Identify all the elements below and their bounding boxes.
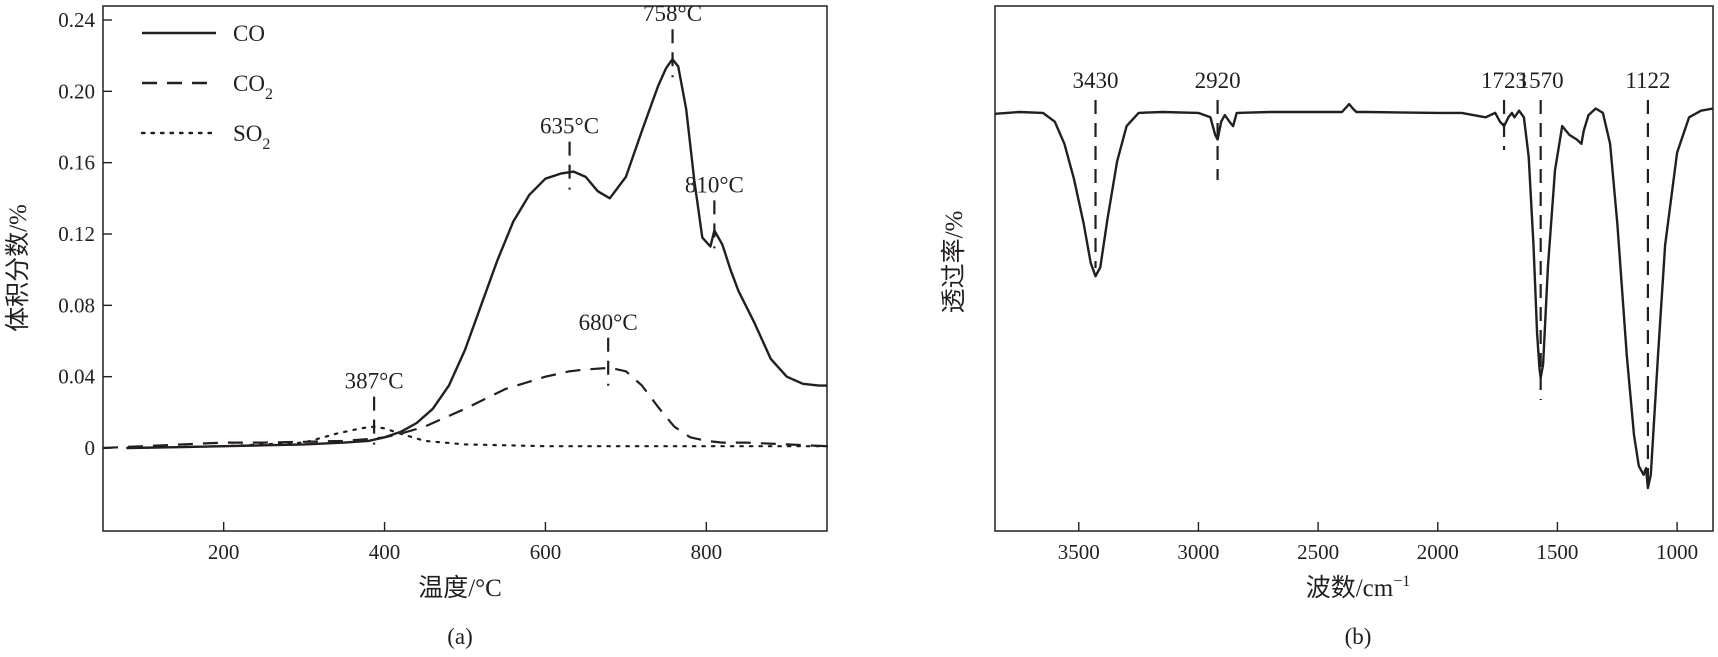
annotation-label-b: 2920	[1195, 68, 1241, 93]
x-tick-label-b: 3500	[1058, 540, 1100, 564]
x-axis-ticks-b: 3500 3000 2500 2000 1500 1000	[1058, 522, 1698, 564]
annotation-label-a: 810°C	[685, 172, 744, 197]
y-tick-label-a: 0.20	[58, 79, 95, 103]
series-line-ftir-b	[994, 102, 1714, 490]
annotation-label-a: 387°C	[345, 369, 404, 394]
legend-label-a: SO2	[233, 121, 270, 153]
panel-label-a: (a)	[447, 624, 473, 649]
x-tick-label-b: 3000	[1177, 540, 1219, 564]
annotation-label-a: 635°C	[540, 114, 599, 139]
x-axis-title-a: 温度/°C	[418, 574, 502, 602]
y-tick-label-a: 0.24	[58, 8, 95, 32]
chart-panel-a: 0 0.04 0.08 0.12 0.16 0.20 0.24 200 400 600 800 3…	[4, 1, 829, 649]
annotation-label-a: 758°C	[643, 1, 702, 26]
series-line-co-a	[127, 58, 827, 450]
x-axis-title-b-main: 波数/cm	[1306, 574, 1394, 602]
panel-label-b: (b)	[1345, 624, 1372, 649]
y-axis-title-b: 透过率/%	[940, 211, 968, 314]
annotation-label-b: 3430	[1073, 68, 1119, 93]
series-group-b	[994, 102, 1714, 490]
x-tick-label-a: 600	[530, 540, 562, 564]
legend-label-a: CO2	[233, 71, 273, 103]
annotation-label-a: 680°C	[579, 310, 638, 335]
x-axis-title-b-sup: −1	[1393, 573, 1410, 590]
annotation-label-b: 1723	[1481, 68, 1527, 93]
y-axis-title-a: 体积分数/%	[4, 204, 32, 332]
y-axis-ticks-a: 0 0.04 0.08 0.12 0.16 0.20 0.24	[58, 8, 112, 460]
y-tick-label-a: 0.12	[58, 222, 95, 246]
y-tick-label-a: 0.08	[58, 293, 95, 317]
x-axis-title-b: 波数/cm−1	[1306, 573, 1411, 602]
x-tick-label-b: 2000	[1417, 540, 1459, 564]
annotations-a: 387°C 635°C 680°C 758°C 810°C	[345, 1, 744, 445]
legend-label-sub-a: 2	[262, 136, 270, 153]
y-tick-label-a: 0	[85, 436, 96, 460]
legend-label-main-a: CO	[233, 21, 265, 46]
x-axis-ticks-a: 200 400 600 800	[208, 522, 722, 564]
x-tick-label-b: 1500	[1536, 540, 1578, 564]
series-group-a	[102, 58, 829, 450]
x-tick-label-a: 200	[208, 540, 240, 564]
x-tick-label-b: 2500	[1297, 540, 1339, 564]
x-tick-label-b: 1000	[1656, 540, 1698, 564]
y-tick-label-a: 0.16	[58, 151, 95, 175]
plot-frame-a	[102, 5, 828, 532]
chart-panel-b: 3500 3000 2500 2000 1500 1000 3430 2920 1723157…	[940, 5, 1714, 649]
legend-label-a: CO	[233, 21, 265, 46]
x-tick-label-a: 400	[369, 540, 401, 564]
y-tick-label-a: 0.04	[58, 365, 95, 389]
x-tick-label-a: 800	[691, 540, 723, 564]
legend-label-sub-a: 2	[265, 86, 273, 103]
annotation-label-b: 1122	[1625, 68, 1670, 93]
series-line-so2-a	[125, 425, 829, 450]
legend-label-main-a: CO	[233, 71, 265, 96]
legend-label-main-a: SO	[233, 121, 262, 146]
series-line-co2-a	[102, 366, 828, 450]
annotation-label-b: 1570	[1518, 68, 1564, 93]
plot-frame-b	[994, 5, 1714, 532]
